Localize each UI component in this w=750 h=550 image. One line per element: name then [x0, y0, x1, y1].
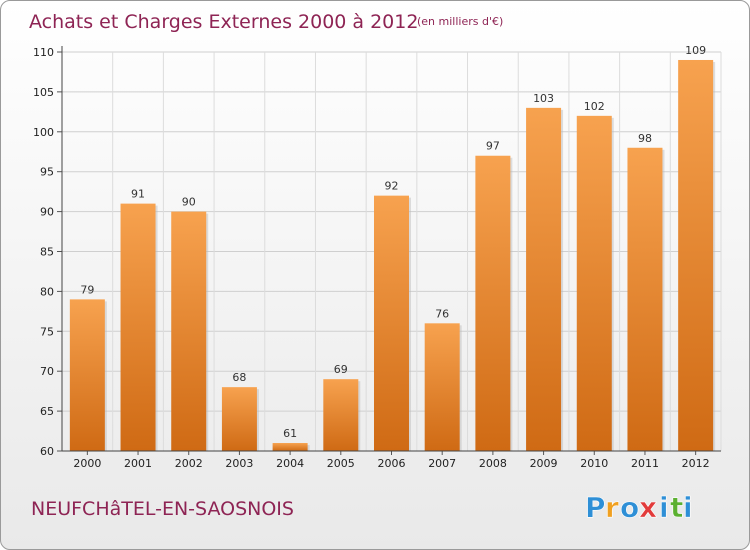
bar-2000: [69, 299, 105, 451]
commune-name: NEUFCHâTEL-EN-SAOSNOIS: [31, 498, 294, 520]
x-tick-label: 2009: [530, 457, 558, 470]
bar-2002: [171, 211, 207, 451]
bar-2004: [272, 443, 308, 451]
y-tick-label: 70: [40, 365, 54, 378]
data-label-2008: 97: [486, 140, 500, 153]
data-label-2001: 91: [131, 188, 145, 201]
x-tick-label: 2006: [378, 457, 406, 470]
y-tick-label: 90: [40, 206, 54, 219]
data-label-2007: 76: [435, 307, 449, 320]
logo-letter: r: [605, 491, 619, 524]
x-tick-label: 2005: [327, 457, 355, 470]
y-tick-label: 85: [40, 246, 54, 259]
y-tick-label: 105: [33, 86, 54, 99]
data-label-2012: 109: [685, 44, 706, 57]
x-tick-label: 2012: [682, 457, 710, 470]
x-tick-label: 2000: [73, 457, 101, 470]
logo-letter: i: [683, 491, 693, 524]
logo-letter: x: [639, 491, 657, 524]
bar-2010: [576, 115, 612, 451]
bar-2007: [424, 323, 460, 451]
x-tick-label: 2010: [580, 457, 608, 470]
logo-letter: t: [670, 491, 683, 524]
bar-2006: [374, 195, 409, 451]
x-tick-label: 2011: [631, 457, 659, 470]
bars: [69, 59, 716, 452]
bar-2005: [323, 379, 359, 451]
logo-letter: i: [659, 491, 669, 524]
x-tick-label: 2003: [225, 457, 253, 470]
bar-2008: [475, 155, 511, 452]
bar-2011: [627, 147, 663, 451]
y-tick-label: 80: [40, 285, 54, 298]
y-tick-label: 110: [33, 46, 54, 59]
x-tick-label: 2001: [124, 457, 152, 470]
y-tick-label: 65: [40, 405, 54, 418]
x-tick-label: 2008: [479, 457, 507, 470]
y-tick-label: 75: [40, 325, 54, 338]
data-label-2005: 69: [334, 363, 348, 376]
data-labels: 79 91 90 68 61 69 92 76 97 103 102 98 109: [80, 44, 706, 440]
bar-2009: [526, 107, 562, 452]
logo-letter: o: [620, 491, 639, 524]
y-tick-label: 100: [33, 126, 54, 139]
data-label-2009: 103: [533, 92, 554, 105]
x-tick-label: 2002: [175, 457, 203, 470]
x-tick-label: 2004: [276, 457, 304, 470]
data-label-2002: 90: [182, 196, 196, 209]
chart-subtitle: (en milliers d'€): [417, 15, 503, 28]
chart-title: Achats et Charges Externes 2000 à 2012: [29, 11, 418, 33]
data-label-2003: 68: [232, 371, 246, 384]
x-tick-label: 2007: [428, 457, 456, 470]
data-label-2000: 79: [80, 283, 94, 296]
y-tick-label: 60: [40, 445, 54, 458]
y-tick-label: 95: [40, 166, 54, 179]
data-label-2006: 92: [385, 180, 399, 193]
data-label-2011: 98: [638, 132, 652, 145]
data-label-2004: 61: [283, 427, 297, 440]
bar-2003: [221, 387, 257, 451]
axes: 60 65 70 75 80 85 90 95 100 105 110 2000 2001 2002 200…: [33, 46, 721, 470]
bar-2012: [678, 59, 714, 451]
data-label-2010: 102: [584, 100, 605, 113]
logo-letter: P: [585, 491, 606, 524]
bar-2001: [120, 203, 156, 451]
